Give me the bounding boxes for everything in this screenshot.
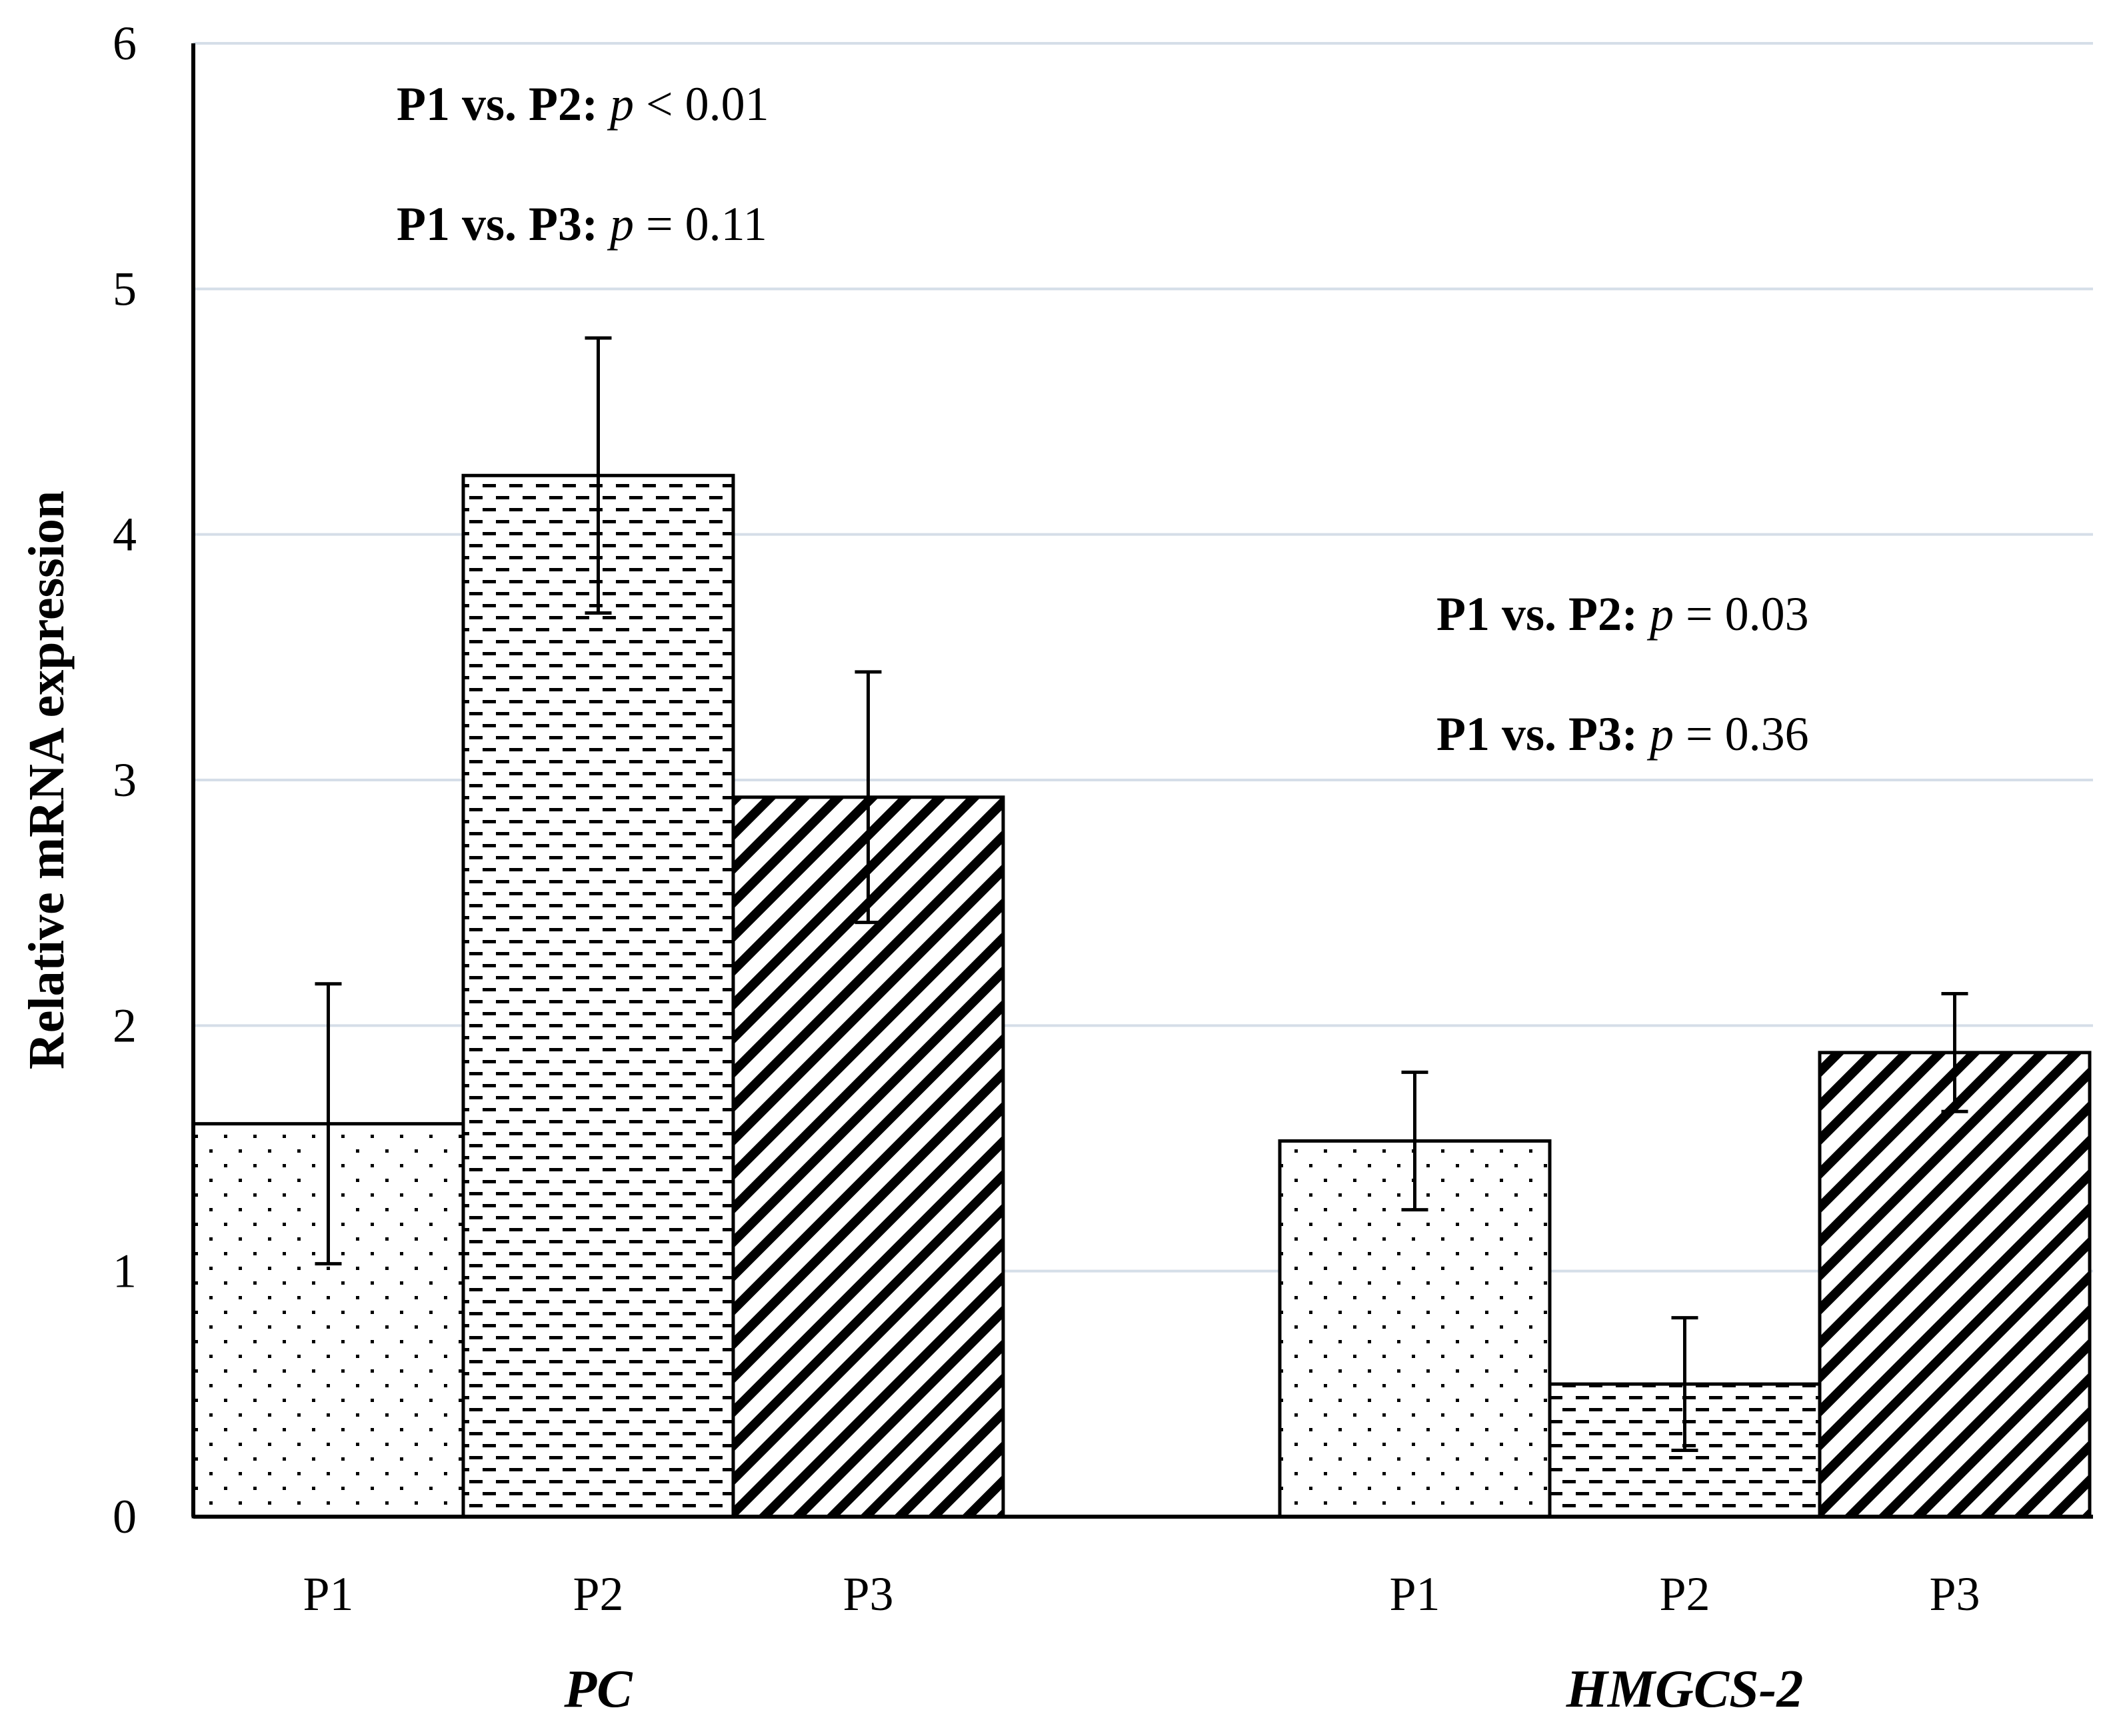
annotation-p-value: = 0.03: [1674, 587, 1809, 641]
y-tick-label-3: 3: [113, 753, 137, 807]
x-tick-label-HMGCS-2-P1: P1: [1389, 1567, 1440, 1621]
error-bar-HMGCS-2-P3: [1941, 991, 1968, 1113]
annotation-comparison: P1 vs. P2:: [1436, 587, 1650, 641]
group-label-PC: PC: [563, 1660, 633, 1719]
annotation-p-symbol: p: [1646, 587, 1674, 641]
error-bar-PC-P3: [855, 670, 882, 925]
y-tick-label-4: 4: [113, 508, 137, 561]
annotation-HMGCS-2-1: P1 vs. P2: p = 0.03: [1436, 587, 1809, 641]
x-tick-label-HMGCS-2-P2: P2: [1659, 1567, 1710, 1621]
annotation-PC-2: P1 vs. P3: p = 0.11: [397, 197, 767, 251]
y-tick-label-0: 0: [113, 1490, 137, 1543]
annotation-p-symbol: p: [1646, 707, 1674, 761]
annotation-p-symbol: p: [607, 77, 634, 131]
y-tick-label-2: 2: [113, 999, 137, 1052]
axes: [191, 43, 2093, 1519]
annotation-p-value: < 0.01: [634, 77, 769, 131]
annotation-comparison: P1 vs. P3:: [1436, 707, 1650, 761]
error-bar-HMGCS-2-P1: [1401, 1070, 1428, 1212]
y-tick-label-5: 5: [113, 262, 137, 315]
y-tick-label-1: 1: [113, 1245, 137, 1298]
error-bar-HMGCS-2-P2: [1671, 1316, 1698, 1453]
y-tick-label-6: 6: [113, 17, 137, 70]
x-tick-label-PC-P3: P3: [843, 1567, 893, 1621]
annotation-HMGCS-2-2: P1 vs. P3: p = 0.36: [1436, 707, 1809, 761]
annotation-PC-1: P1 vs. P2: p < 0.01: [397, 77, 769, 131]
annotation-comparison: P1 vs. P2:: [397, 77, 610, 131]
error-bar-PC-P1: [315, 982, 342, 1266]
x-tick-label-PC-P2: P2: [573, 1567, 623, 1621]
annotation-p-symbol: p: [607, 197, 634, 251]
bars: [191, 336, 2092, 1519]
group-label-HMGCS-2: HMGCS-2: [1566, 1660, 1804, 1719]
x-tick-label-PC-P1: P1: [303, 1567, 353, 1621]
bar-PC-P2: [461, 473, 735, 1519]
annotation-comparison: P1 vs. P3:: [397, 197, 610, 251]
annotation-p-value: = 0.36: [1674, 707, 1809, 761]
x-tick-label-HMGCS-2-P3: P3: [1929, 1567, 1980, 1621]
y-axis-title: Relative mRNA expression: [19, 491, 75, 1069]
annotation-p-value: = 0.11: [634, 197, 767, 251]
error-bar-PC-P2: [585, 336, 612, 615]
bar-HMGCS-2-P3: [1818, 1051, 2092, 1519]
